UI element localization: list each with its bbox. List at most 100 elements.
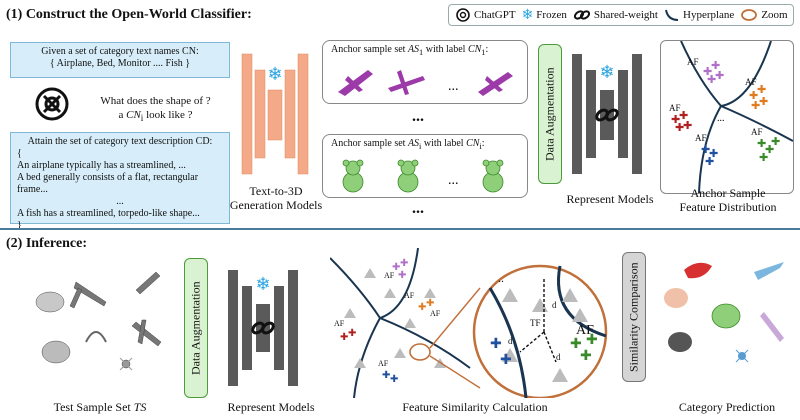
svg-text:d: d [556,352,561,362]
svg-text:✚: ✚ [703,66,712,78]
svg-text:✚: ✚ [390,374,398,385]
svg-text:✚: ✚ [586,333,598,348]
represent-models-caption-1: Represent Models [566,192,654,206]
svg-text:✚: ✚ [382,370,390,381]
svg-text:✚: ✚ [392,262,400,273]
legend: ChatGPT ❄ Frozen Shared-weight Hyperplan… [448,4,794,26]
svg-text:✚: ✚ [711,60,720,72]
svg-text:✚: ✚ [757,84,766,96]
snowflake-icon: ❄ [255,274,270,294]
svg-text:✚: ✚ [400,258,408,269]
svg-text:✚: ✚ [398,270,406,281]
legend-zoom: Zoom [740,8,788,22]
svg-text:AF: AF [334,319,345,328]
legend-frozen: ❄ Frozen [521,7,567,23]
svg-text:✚: ✚ [683,120,692,132]
represent-models-caption-2: Represent Models [227,400,315,414]
svg-text:✚: ✚ [500,353,512,368]
svg-text:...: ... [448,173,459,188]
category-description-box: Attain the set of category text descript… [10,132,230,231]
teddy-samples: ... [342,159,504,193]
svg-text:AF: AF [751,127,763,137]
ellipsis-bottom: ... [412,200,424,217]
anchor-sample-set-i: Anchor sample set ASi with label CNi: ..… [322,134,528,198]
zoom-ring [409,343,431,361]
snowflake-icon: ❄ [521,7,534,23]
svg-text:✚: ✚ [570,337,582,352]
legend-shared: Shared-weight [573,8,658,22]
svg-text:AF: AF [378,359,389,368]
test-set-caption: Test Sample Set TS [53,400,147,414]
svg-text:AF: AF [576,323,594,338]
svg-text:✚: ✚ [759,152,768,164]
feature-similarity-caption: Feature Similarity Calculation [402,400,548,414]
svg-text:..: .. [498,271,504,285]
category-prediction-shapes [664,262,784,363]
hyperplane-icon [665,9,679,21]
data-augmentation-block-2: Data Augmentation [184,258,208,398]
svg-text:✚: ✚ [715,70,724,82]
data-augmentation-block: Data Augmentation [538,44,562,184]
anchor-sample-set-1: Anchor sample set AS1 with label CN1: ..… [322,40,528,104]
svg-text:AF: AF [430,309,441,318]
test-sample-shapes [35,271,162,371]
represent-model-1: ❄ [572,54,642,174]
section2-title: (2) Inference: [6,236,87,251]
represent-model-2: ❄ [228,270,298,386]
svg-text:AF: AF [687,57,699,67]
legend-chatgpt: ChatGPT [455,7,516,23]
svg-text:✚: ✚ [759,96,768,108]
svg-text:✚: ✚ [679,110,688,122]
svg-text:✚: ✚ [771,136,780,148]
svg-text:✚: ✚ [709,148,718,160]
category-names-box: Given a set of category text names CN: {… [10,42,230,78]
svg-text:...: ... [717,113,725,124]
ellipsis-mid: ... [412,108,424,125]
svg-text:✚: ✚ [671,114,680,126]
svg-text:✚: ✚ [751,100,760,112]
svg-text:AF: AF [695,133,707,143]
svg-text:AF: AF [384,271,395,280]
chatgpt-question: What does the shape of ? a CNi look like… [100,95,211,124]
svg-text:AF: AF [404,291,415,300]
snowflake-icon: ❄ [267,64,282,84]
svg-text:TF: TF [530,318,541,328]
legend-hyperplane: Hyperplane [664,8,734,22]
text-to-3d-model: ❄ [241,53,309,175]
similarity-comparison-block: Similarity Comparison [622,252,646,382]
svg-text:✚: ✚ [340,332,348,343]
anchor-distribution-caption: Anchor Sample Feature Distribution [679,186,777,214]
svg-text:✚: ✚ [765,144,774,156]
svg-text:d: d [508,336,513,346]
svg-text:✚: ✚ [705,156,714,168]
svg-text:✚: ✚ [348,328,356,339]
svg-text:...: ... [448,79,459,94]
chatgpt-logo-icon [35,87,69,121]
svg-text:✚: ✚ [418,302,426,313]
svg-text:✚: ✚ [426,298,434,309]
svg-text:✚: ✚ [675,122,684,134]
chatgpt-icon [456,8,470,22]
chain-link-icon [573,10,590,20]
svg-text:AF: AF [745,77,757,87]
snowflake-icon: ❄ [599,62,614,82]
zoom-ring-icon [741,9,758,21]
section1-title: (1) Construct the Open-World Classifier: [6,7,252,22]
svg-text:✚: ✚ [757,138,766,150]
section-divider [0,228,800,230]
chain-link-icon [251,321,275,335]
svg-text:AF: AF [669,103,681,113]
svg-text:d: d [552,300,557,310]
svg-text:✚: ✚ [701,144,710,156]
svg-text:✚: ✚ [580,349,592,364]
airplane-samples: ... [338,70,513,96]
anchor-feature-distribution: AF AF AF AF AF ✚ ✚ ✚ ✚ ✚ ✚ ✚ ✚ ✚ ✚ ✚ ✚ ✚ ✚ ✚ ✚ ✚ ✚ ✚ ... [660,40,794,194]
svg-text:✚: ✚ [749,90,758,102]
category-prediction-caption: Category Prediction [678,400,776,414]
gen-models-caption: Text-to-3D Generation Models [229,184,323,212]
svg-text:✚: ✚ [707,74,716,86]
svg-text:✚: ✚ [490,337,502,352]
chain-link-icon [595,108,619,122]
